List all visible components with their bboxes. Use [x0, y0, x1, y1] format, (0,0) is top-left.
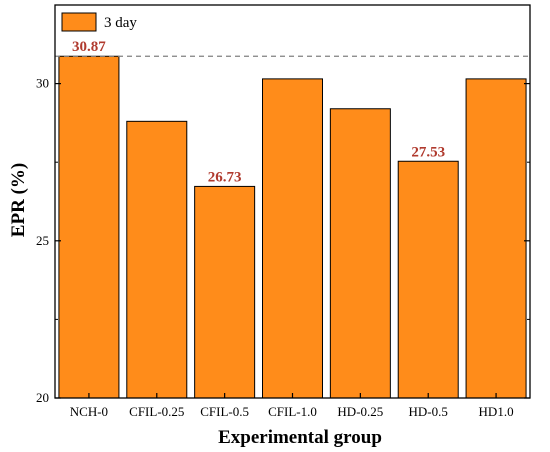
data-label-CFIL-0.5: 26.73 — [208, 169, 242, 185]
y-tick-label-30: 30 — [36, 76, 49, 91]
legend-label: 3 day — [104, 15, 137, 31]
bar-CFIL-0.25 — [126, 120, 188, 399]
legend-swatch — [61, 12, 97, 32]
bar-CFIL-0.5 — [194, 185, 256, 399]
x-tick-label-HD-0.5: HD-0.5 — [409, 404, 448, 419]
x-axis-title: Experimental group — [218, 427, 382, 448]
data-label-NCH-0: 30.87 — [72, 39, 106, 55]
bar-HD-0.5 — [397, 160, 459, 399]
data-label-HD-0.5: 27.53 — [411, 144, 445, 160]
legend: 3 day — [61, 12, 137, 32]
bar-HD1.0 — [465, 78, 527, 399]
y-tick-label-20: 20 — [36, 390, 49, 405]
x-tick-label-CFIL-0.5: CFIL-0.5 — [200, 404, 249, 419]
x-tick-label-HD-0.25: HD-0.25 — [337, 404, 383, 419]
bar-NCH-0 — [58, 55, 120, 399]
x-tick-label-CFIL-1.0: CFIL-1.0 — [268, 404, 317, 419]
x-tick-label-NCH-0: NCH-0 — [70, 404, 108, 419]
bar-CFIL-1.0 — [262, 78, 323, 399]
y-tick-label-25: 25 — [36, 233, 49, 248]
bar-HD-0.25 — [329, 108, 391, 399]
y-axis-title: EPR (%) — [8, 163, 29, 237]
x-tick-label-CFIL-0.25: CFIL-0.25 — [129, 404, 184, 419]
plot-area: 20 25 30 NCH-0 CFIL-0.25 CFIL-0.5 CFIL-1.0 HD-0… — [36, 4, 531, 419]
x-tick-label-HD1.0: HD1.0 — [479, 404, 514, 419]
